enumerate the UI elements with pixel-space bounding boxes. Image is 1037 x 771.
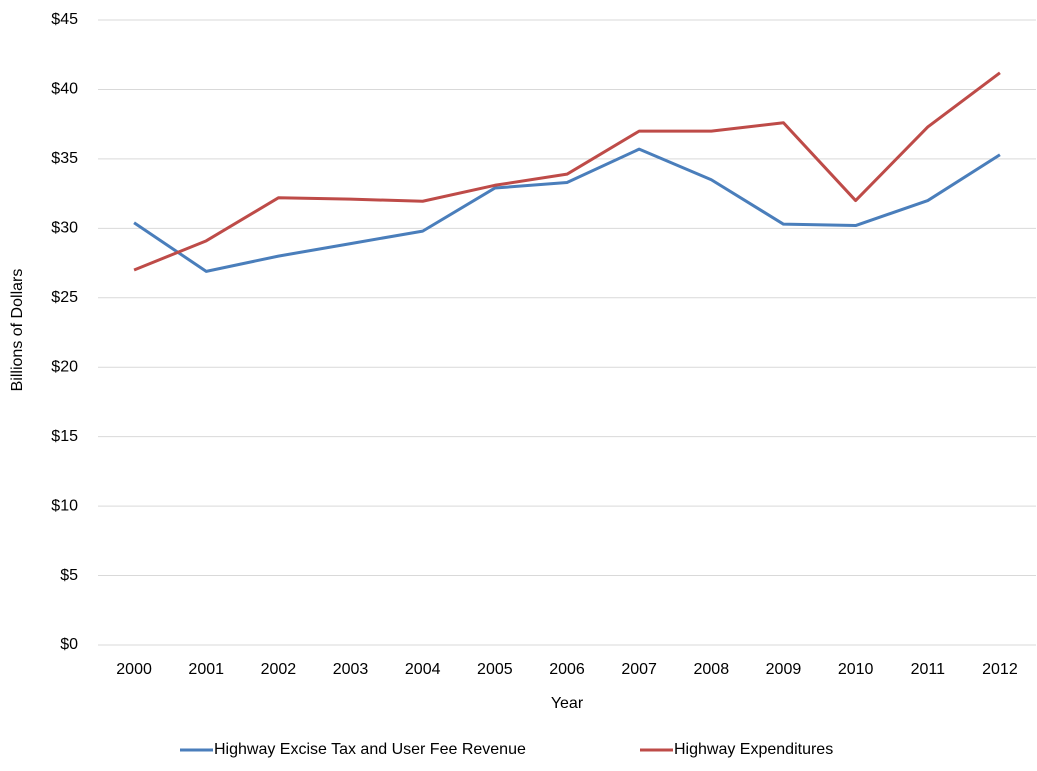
y-tick-label: $35 — [51, 150, 78, 167]
data-line — [133, 147, 1001, 273]
legend-label: Highway Expenditures — [674, 741, 833, 758]
x-tick-label: 2005 — [477, 661, 513, 678]
y-tick-label: $30 — [51, 220, 78, 237]
x-tick-label: 2007 — [621, 661, 657, 678]
y-tick-label: $15 — [51, 428, 78, 445]
x-tick-label: 2012 — [982, 661, 1018, 678]
x-tick-label: 2000 — [116, 661, 152, 678]
legend-label: Highway Excise Tax and User Fee Revenue — [214, 741, 526, 758]
x-tick-label: 2004 — [405, 661, 441, 678]
x-tick-label: 2001 — [188, 661, 224, 678]
x-tick-label: 2009 — [766, 661, 802, 678]
x-tick-label: 2011 — [911, 661, 946, 678]
x-axis-label: Year — [551, 695, 584, 712]
x-tick-label: 2006 — [549, 661, 585, 678]
y-tick-label: $25 — [51, 289, 78, 306]
x-tick-label: 2002 — [261, 661, 297, 678]
y-tick-label: $0 — [60, 636, 78, 653]
y-axis-label: Billions of Dollars — [9, 269, 26, 392]
y-tick-label: $5 — [60, 567, 78, 584]
x-tick-label: 2008 — [694, 661, 730, 678]
y-tick-label: $20 — [51, 358, 78, 375]
y-tick-label: $40 — [51, 81, 78, 98]
y-tick-label: $45 — [51, 11, 78, 28]
x-tick-label: 2003 — [333, 661, 369, 678]
x-tick-label: 2010 — [838, 661, 874, 678]
y-tick-label: $10 — [51, 497, 78, 514]
data-line — [133, 71, 1001, 272]
